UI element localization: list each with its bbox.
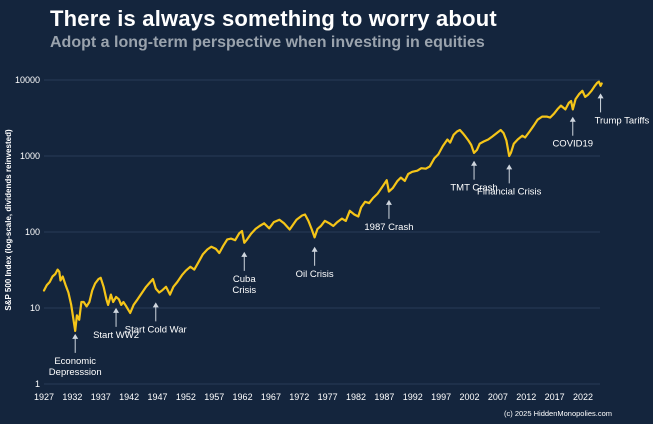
annotation-label: Economic: [54, 356, 96, 367]
y-axis-label: S&P 500 Index (log-scale, dividends rein…: [4, 129, 13, 311]
x-tick-label: 1942: [119, 392, 139, 402]
y-tick-label: 10: [30, 303, 40, 313]
x-tick-label: 1967: [261, 392, 281, 402]
annotation-arrowhead: [385, 199, 392, 205]
x-tick-label: 1972: [289, 392, 309, 402]
x-tick-label: 1952: [176, 392, 196, 402]
series-group: [42, 80, 603, 332]
annotation-arrowhead: [152, 302, 159, 308]
x-tick-label: 1982: [346, 392, 366, 402]
annotation-arrowhead: [597, 93, 604, 99]
y-tick-label: 10000: [15, 75, 40, 85]
x-tick-label: 1957: [204, 392, 224, 402]
annotation: Trump Tariffs: [595, 93, 650, 126]
copyright-text: (c) 2025 HiddenMonopolies.com: [504, 409, 612, 418]
x-tick-label: 1992: [403, 392, 423, 402]
x-tick-label: 2007: [488, 392, 508, 402]
x-tick-label: 1977: [318, 392, 338, 402]
annotation-label: Financial Crisis: [477, 186, 542, 197]
x-tick-label: 1987: [374, 392, 394, 402]
y-axis-ticks: 1 10 100 1000 10000: [15, 75, 40, 389]
annotation-label: Depresssion: [49, 367, 102, 378]
annotation-label: Crisis: [232, 285, 256, 296]
annotation-label: Start WW2: [93, 330, 139, 341]
x-tick-label: 1937: [91, 392, 111, 402]
x-tick-label: 2017: [545, 392, 565, 402]
annotation-arrowhead: [471, 160, 478, 166]
annotation-label: Start Cold War: [125, 324, 187, 335]
annotation-arrowhead: [311, 246, 318, 252]
x-tick-label: 2002: [459, 392, 479, 402]
annotation-arrowhead: [569, 116, 576, 122]
x-tick-label: 2022: [573, 392, 593, 402]
y-tick-label: 100: [25, 227, 40, 237]
annotation-label: 1987 Crash: [364, 222, 413, 233]
annotation: Oil Crisis: [296, 246, 334, 280]
x-tick-label: 1962: [233, 392, 253, 402]
annotation-arrowhead: [241, 251, 248, 257]
y-tick-label: 1000: [20, 151, 40, 161]
chart-subtitle: Adopt a long-term perspective when inves…: [50, 34, 485, 51]
annotation-label: TMT Crash: [450, 183, 497, 194]
annotation: Start WW2: [93, 307, 139, 341]
annotation: 1987 Crash: [364, 199, 414, 233]
x-tick-label: 1932: [62, 392, 82, 402]
annotation-label: Trump Tariffs: [595, 115, 650, 126]
y-tick-label: 1: [35, 379, 40, 389]
x-tick-label: 1927: [34, 392, 54, 402]
chart-title: There is always something to worry about: [50, 6, 497, 31]
annotation-arrowhead: [113, 307, 120, 313]
annotation: Start Cold War: [125, 302, 187, 335]
annotation: Financial Crisis: [477, 164, 542, 197]
annotation: TMT Crash: [450, 160, 498, 194]
annotation-arrowhead: [506, 164, 513, 170]
annotation-label: Oil Crisis: [296, 269, 334, 280]
x-tick-label: 2012: [516, 392, 536, 402]
x-tick-label: 1947: [147, 392, 167, 402]
annotation-label: Cuba: [233, 274, 256, 285]
annotation-arrowhead: [72, 333, 79, 339]
annotation-label: COVID19: [552, 139, 593, 150]
grid-lines: [44, 79, 600, 385]
annotation: COVID19: [552, 116, 593, 150]
x-axis-ticks: 1927 1932 1937 1942 1947 1952 1957 1962 1967 1972…: [34, 392, 593, 402]
series-line: [42, 80, 603, 332]
x-tick-label: 1997: [431, 392, 451, 402]
